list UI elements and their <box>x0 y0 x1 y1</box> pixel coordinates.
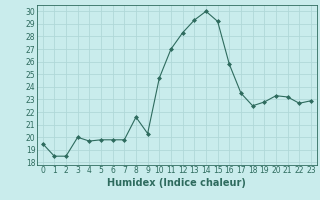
X-axis label: Humidex (Indice chaleur): Humidex (Indice chaleur) <box>108 178 246 188</box>
